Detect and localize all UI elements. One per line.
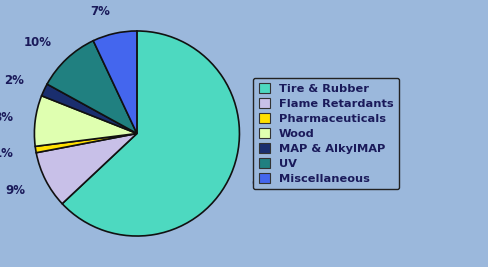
Text: 2%: 2% — [4, 74, 24, 87]
Wedge shape — [35, 134, 137, 153]
Text: 8%: 8% — [0, 111, 13, 124]
Text: 63%: 63% — [251, 177, 279, 190]
Text: 1%: 1% — [0, 147, 13, 160]
Wedge shape — [62, 31, 239, 236]
Wedge shape — [47, 41, 137, 134]
Text: 10%: 10% — [23, 36, 51, 49]
Wedge shape — [41, 84, 137, 134]
Legend: Tire & Rubber, Flame Retardants, Pharmaceuticals, Wood, MAP & AlkylMAP, UV, Misc: Tire & Rubber, Flame Retardants, Pharmac… — [252, 77, 399, 190]
Wedge shape — [36, 134, 137, 204]
Wedge shape — [34, 96, 137, 146]
Text: 9%: 9% — [5, 184, 25, 197]
Text: 7%: 7% — [90, 5, 109, 18]
Wedge shape — [93, 31, 137, 134]
